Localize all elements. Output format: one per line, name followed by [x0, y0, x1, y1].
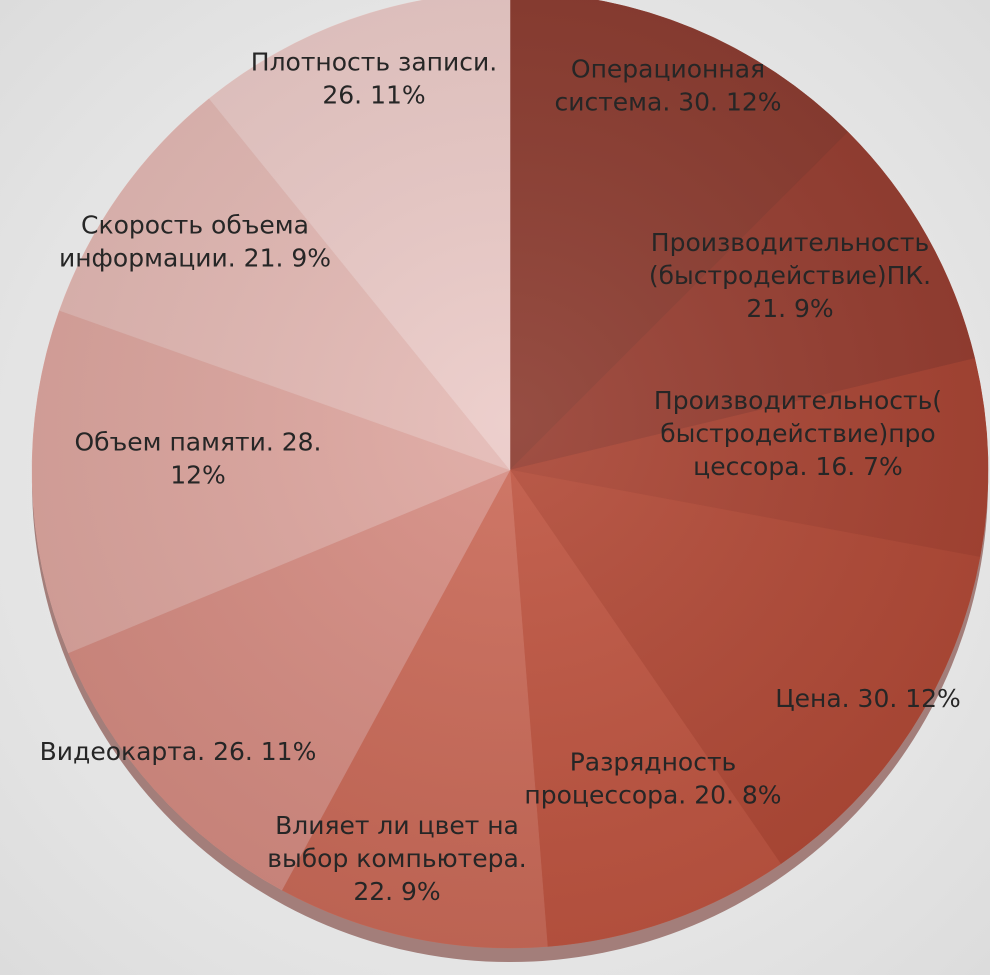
- pie-slices: [31, 0, 989, 949]
- slice-label: Производительность (быстродействие)ПК. 21.…: [649, 228, 931, 323]
- slice-label: Влияет ли цвет на выбор компьютера. 22. 9%: [267, 811, 526, 906]
- slice-label: Объем памяти. 28. 12%: [75, 428, 322, 490]
- slice-label-line: Влияет ли цвет на: [275, 811, 519, 840]
- slice-label: Цена. 30. 12%: [775, 684, 961, 713]
- slice-label: Видеокарта. 26. 11%: [40, 737, 317, 766]
- slice-label-line: цессора. 16. 7%: [693, 452, 903, 481]
- slice-label-line: Операционная: [571, 55, 765, 84]
- slice-label-line: Объем памяти. 28.: [75, 428, 322, 457]
- slice-label-line: Скорость объема: [81, 211, 309, 240]
- pie-labels: Операционная система. 30. 12% Производител…: [40, 48, 961, 907]
- slice-label: Скорость объема информации. 21. 9%: [59, 211, 331, 273]
- slice-label-line: Плотность записи.: [251, 48, 497, 77]
- slice-label-line: (быстродействие)ПК.: [649, 261, 931, 290]
- slice-label-line: выбор компьютера.: [267, 844, 526, 873]
- pie-shading: [32, 0, 988, 948]
- slice-label: Разрядность процессора. 20. 8%: [524, 748, 781, 810]
- slice-label-line: Производительность(: [654, 386, 942, 415]
- slice-label-line: Цена. 30. 12%: [775, 684, 961, 713]
- slice-label: Плотность записи. 26. 11%: [251, 48, 497, 110]
- slice-label-line: быстродействие)про: [660, 419, 935, 448]
- slice-label-line: информации. 21. 9%: [59, 244, 331, 273]
- slice-label-line: 21. 9%: [746, 294, 833, 323]
- slice-label-line: Разрядность: [570, 748, 737, 777]
- slice-label-line: система. 30. 12%: [554, 88, 781, 117]
- slice-label-line: 22. 9%: [353, 877, 440, 906]
- slice-label-line: Видеокарта. 26. 11%: [40, 737, 317, 766]
- slice-label-line: 26. 11%: [322, 81, 425, 110]
- slice-label-line: процессора. 20. 8%: [524, 781, 781, 810]
- slice-label-line: Производительность: [651, 228, 929, 257]
- slice-label: Производительность( быстродействие)про цес…: [654, 386, 942, 481]
- slice-label: Операционная система. 30. 12%: [554, 55, 781, 117]
- slice-label-line: 12%: [170, 461, 226, 490]
